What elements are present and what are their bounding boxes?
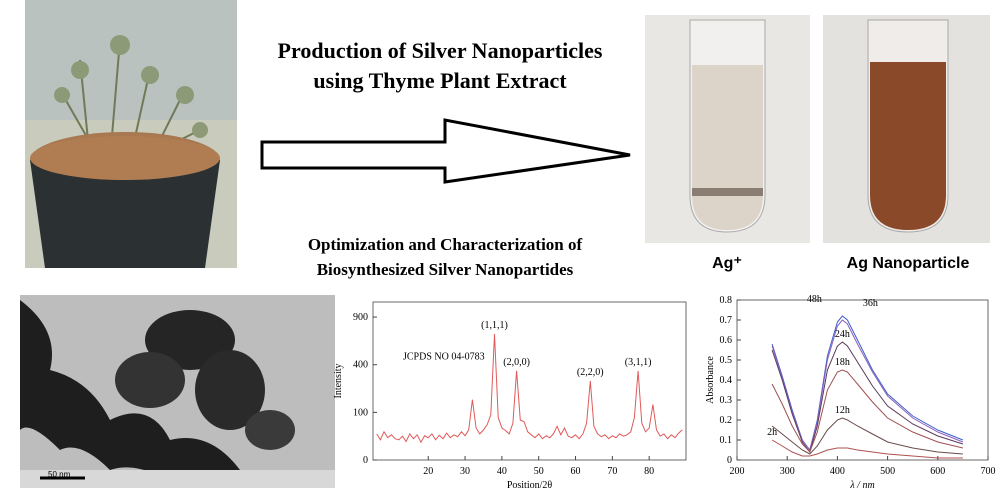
data-line xyxy=(771,341,964,454)
plant-photo xyxy=(25,0,237,268)
x-tick-label: 20 xyxy=(423,466,433,477)
x-tick-label: 500 xyxy=(880,466,895,477)
y-tick-label: 0.4 xyxy=(720,375,733,386)
series-label: 48h xyxy=(807,294,822,305)
annotation: JCPDS NO 04-0783 xyxy=(403,352,485,363)
tube-photo xyxy=(823,15,990,243)
series-label: 2h xyxy=(767,427,777,438)
plot-frame xyxy=(372,301,687,461)
tube-photo xyxy=(645,15,810,243)
y-tick-label: 0 xyxy=(363,455,368,466)
x-tick-label: 200 xyxy=(730,466,745,477)
x-tick-label: 40 xyxy=(497,466,507,477)
data-line xyxy=(771,439,963,459)
series-label: 36h xyxy=(863,298,878,309)
y-tick-label: 400 xyxy=(353,360,368,371)
y-tick-label: 100 xyxy=(353,407,368,418)
data-line xyxy=(771,417,963,455)
arrow xyxy=(260,118,631,184)
x-tick-label: 300 xyxy=(780,466,795,477)
x-axis-label: λ / nm xyxy=(849,480,874,491)
data-line xyxy=(771,369,964,453)
x-tick-label: 70 xyxy=(607,466,617,477)
title-line: using Thyme Plant Extract xyxy=(313,68,567,93)
y-tick-label: 0.7 xyxy=(720,315,733,326)
y-axis-label: Intensity xyxy=(333,364,344,399)
data-line xyxy=(771,319,964,452)
tem-image xyxy=(20,295,335,488)
y-tick-label: 0.3 xyxy=(720,395,733,406)
x-tick-label: 50 xyxy=(534,466,544,477)
y-tick-label: 0.6 xyxy=(720,335,733,346)
y-tick-label: 0.5 xyxy=(720,355,733,366)
peak-label: (3,1,1) xyxy=(625,357,652,368)
series-label: 12h xyxy=(835,405,850,416)
x-axis-label: Position/2θ xyxy=(507,480,553,491)
photo-label: Ag⁺ xyxy=(712,255,742,272)
y-tick-label: 0.1 xyxy=(720,435,733,446)
y-tick-label: 0 xyxy=(727,455,732,466)
peak-label: (2,0,0) xyxy=(503,357,530,368)
peak-label: (2,2,0) xyxy=(577,367,604,378)
data-line xyxy=(376,333,683,444)
chart: 200 300 400 500 600 700 0 0.1 0.2 0.3 0.4 0.5 0.6 0.7… xyxy=(705,294,996,491)
peak-label: (1,1,1) xyxy=(481,320,508,331)
y-tick-label: 0.2 xyxy=(720,415,733,426)
x-tick-label: 30 xyxy=(460,466,470,477)
subtitle-line: Biosynthesized Silver Nanopartides xyxy=(317,260,574,279)
y-axis-label: Absorbance xyxy=(705,356,716,404)
series-label: 18h xyxy=(835,357,850,368)
chart: 20 30 40 50 60 70 80 0 100 400 900 Position/2θ Inten… xyxy=(333,301,687,491)
x-tick-label: 600 xyxy=(930,466,945,477)
x-tick-label: 60 xyxy=(571,466,581,477)
photo-label: Ag Nanoparticle xyxy=(847,255,970,272)
scale-bar-label: 50 nm xyxy=(48,470,71,479)
x-tick-label: 700 xyxy=(981,466,996,477)
subtitle-line: Optimization and Characterization of xyxy=(308,235,583,254)
title-line: Production of Silver Nanoparticles xyxy=(278,38,603,63)
x-tick-label: 400 xyxy=(830,466,845,477)
x-tick-label: 80 xyxy=(644,466,654,477)
series-label: 24h xyxy=(835,329,850,340)
y-tick-label: 0.8 xyxy=(720,295,733,306)
y-tick-label: 900 xyxy=(353,312,368,323)
